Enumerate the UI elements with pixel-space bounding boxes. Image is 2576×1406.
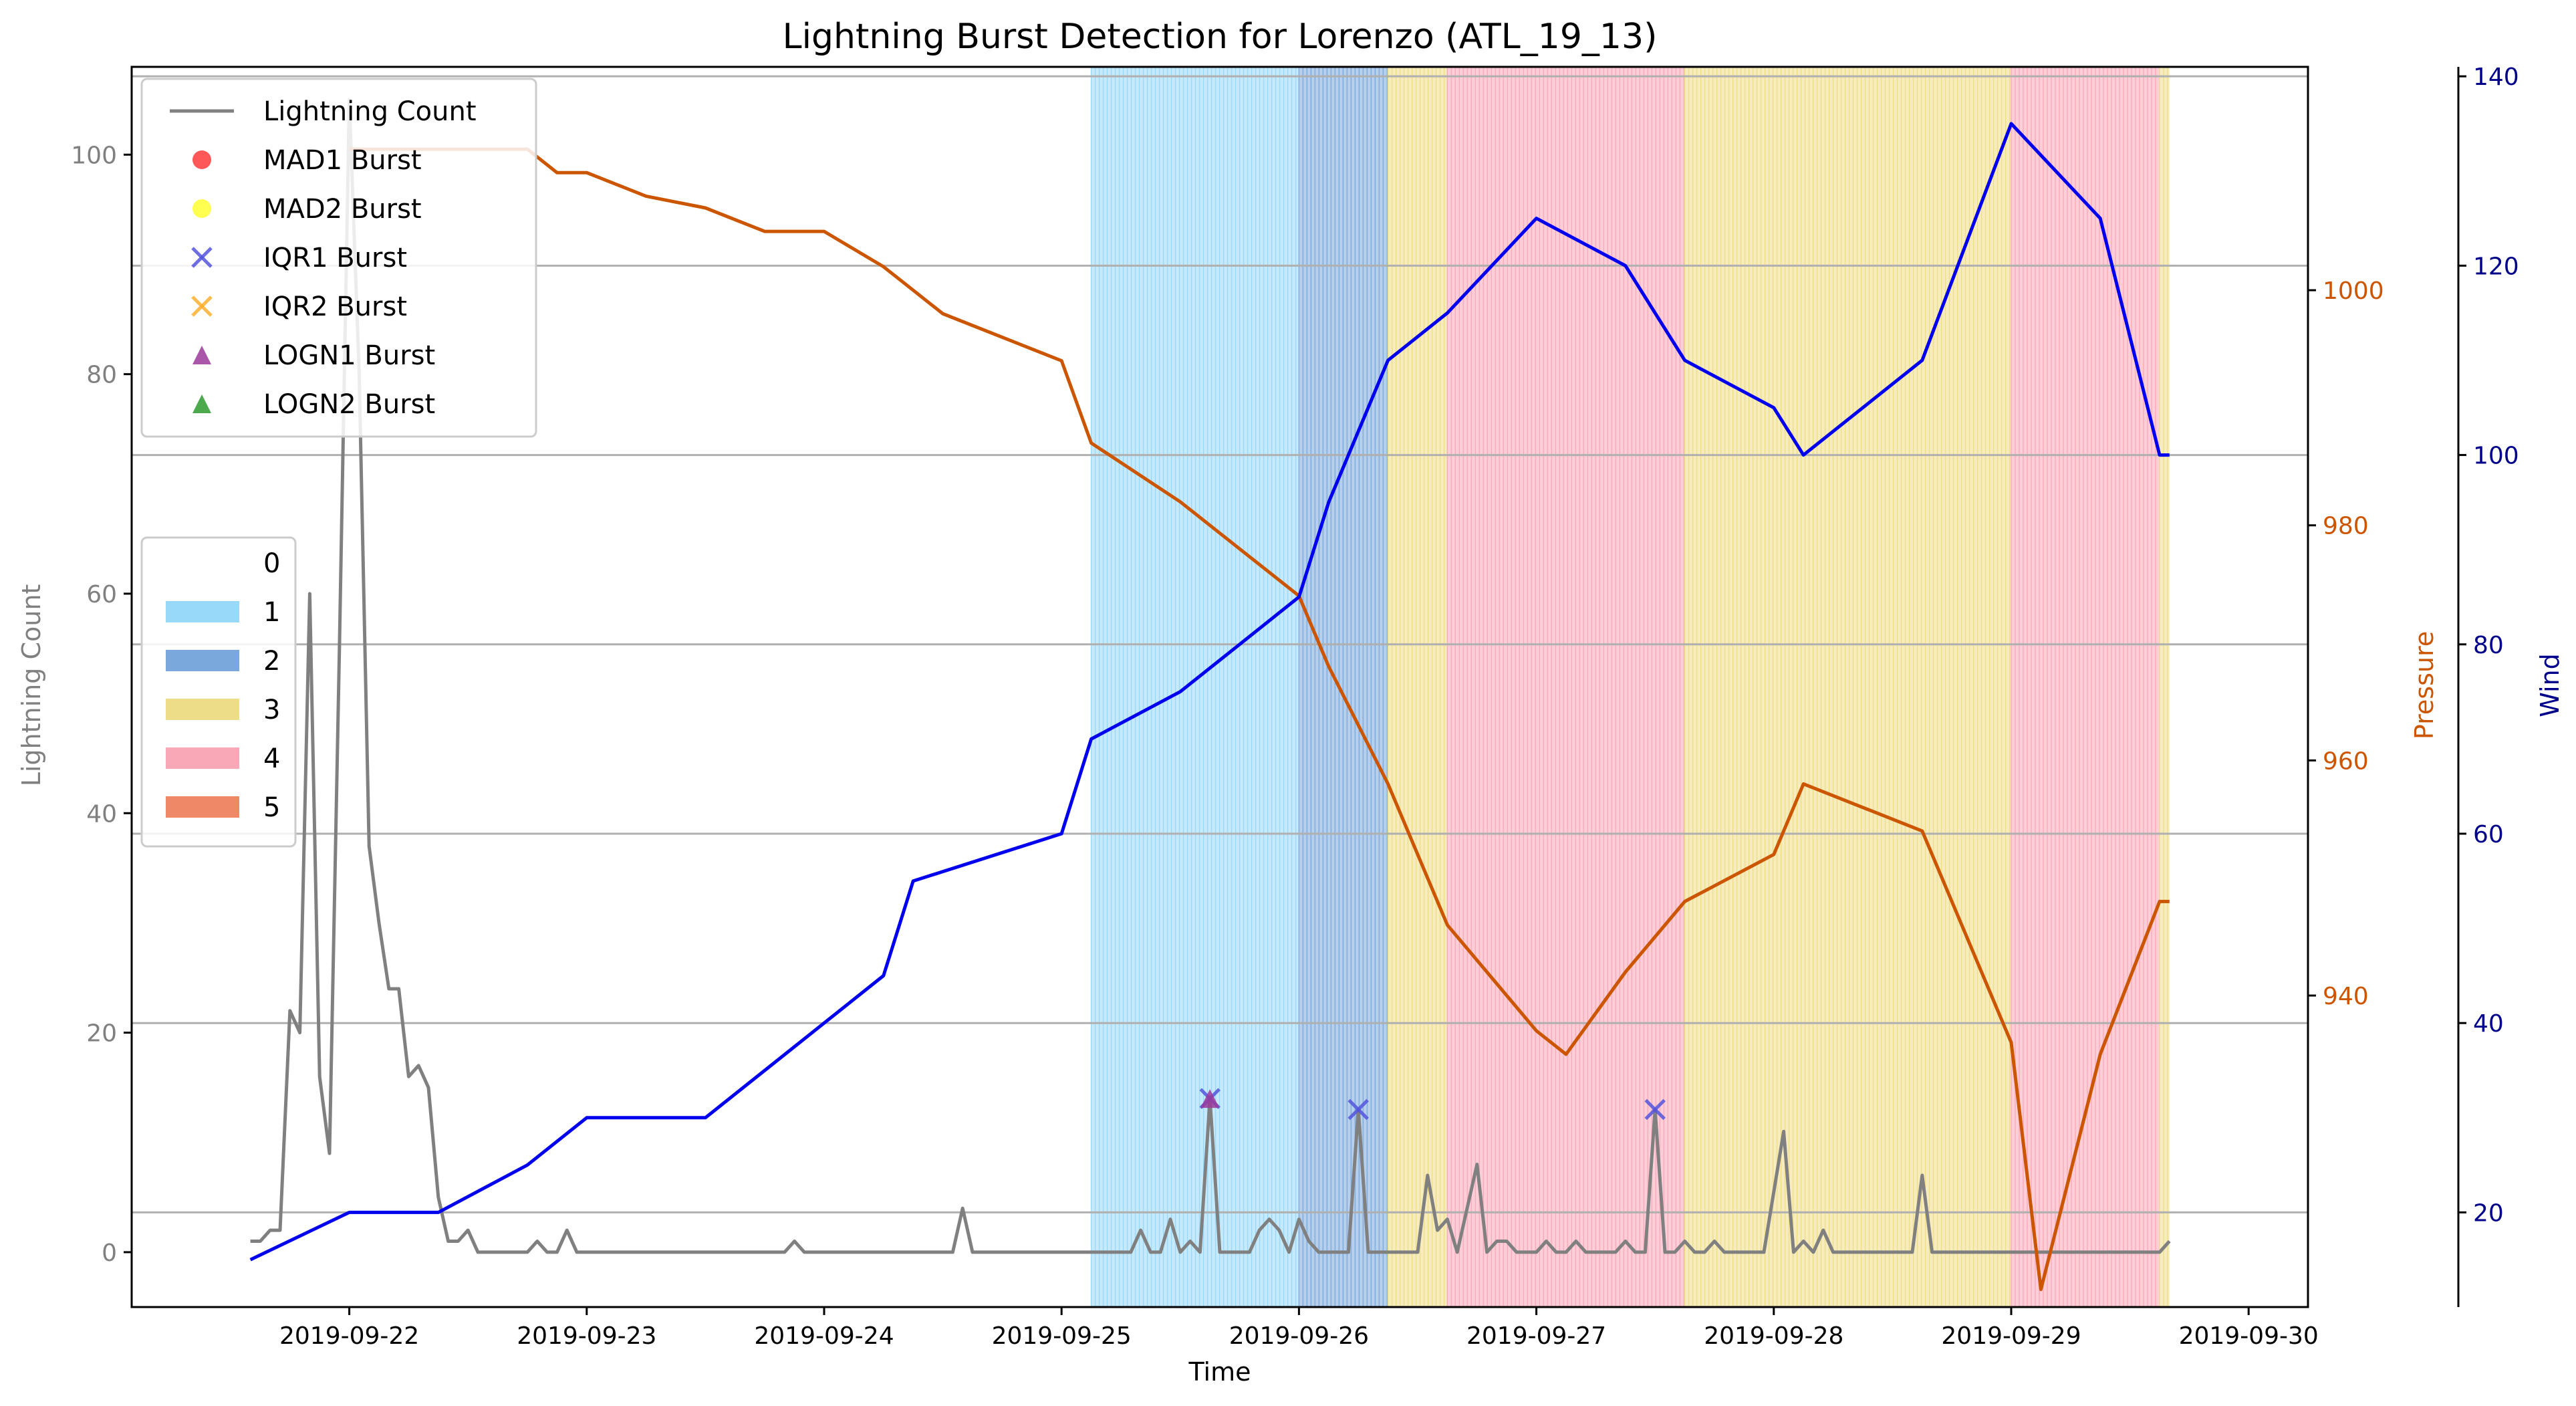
legend-entry: 5 <box>166 792 280 823</box>
legend-swatch <box>166 747 239 769</box>
left-tick-label: 60 <box>86 581 117 608</box>
legend-swatch <box>192 394 211 413</box>
legend-frame <box>140 78 537 438</box>
legend-bursts: Lightning Count MAD1 Burst MAD2 Burst IQR1 … <box>140 78 537 438</box>
x-tick-label: 2019-09-22 <box>279 1322 419 1350</box>
series-lines <box>249 98 2171 1292</box>
legend-entry: MAD1 Burst <box>192 145 422 176</box>
burst-marker-logn1-burst <box>1200 1089 1220 1108</box>
legend-label: 4 <box>263 743 280 774</box>
legend-entry: IQR1 Burst <box>191 243 407 273</box>
wind-tick-label: 40 <box>2473 1010 2504 1038</box>
legend-swatch <box>166 650 239 671</box>
series-line-wind <box>249 122 2170 1262</box>
category-bands <box>1090 67 2170 1307</box>
legend-entry: 1 <box>166 597 280 628</box>
legend-swatch <box>191 296 213 317</box>
plot-frame <box>130 66 2309 1308</box>
legend-entry: 4 <box>166 743 280 774</box>
legend-categories: 0 1 2 3 4 5 <box>140 536 297 848</box>
category-band-fill <box>1684 67 2011 1307</box>
wind-tick-label: 120 <box>2473 253 2519 280</box>
x-tick-label: 2019-09-27 <box>1466 1322 1606 1350</box>
x-tick-label: 2019-09-25 <box>992 1322 1132 1350</box>
legend-label: 5 <box>263 792 280 823</box>
legend-entry: 2 <box>166 646 280 677</box>
burst-marker-iqr1-burst <box>1644 1098 1666 1121</box>
x-tick-label: 2019-09-26 <box>1229 1322 1369 1350</box>
x-tick-label: 2019-09-28 <box>1704 1322 1843 1350</box>
wind-tick-label: 140 <box>2473 64 2519 91</box>
x-tick-label: 2019-09-30 <box>2179 1322 2319 1350</box>
legend-swatch <box>166 796 239 818</box>
legend-swatch <box>166 699 239 720</box>
category-band-fill <box>2160 67 2170 1307</box>
left-tick-label: 20 <box>86 1020 117 1048</box>
x-axis-label: Time <box>1188 1357 1251 1387</box>
legend-label: IQR1 Burst <box>263 243 407 273</box>
legend-entry: IQR2 Burst <box>191 291 407 322</box>
legend-swatch <box>192 150 211 169</box>
legend-label: LOGN1 Burst <box>263 340 435 371</box>
legend-entry: 0 <box>263 548 280 579</box>
left-tick-label: 40 <box>86 800 117 828</box>
legend-label: MAD2 Burst <box>263 194 422 225</box>
legend-swatch <box>192 199 211 218</box>
category-band-4 <box>1446 67 1685 1307</box>
legend-swatch <box>191 247 213 268</box>
legend-entry: 3 <box>166 695 280 725</box>
wind-tick-label: 80 <box>2473 632 2504 659</box>
wind-tick-label: 60 <box>2473 821 2504 848</box>
category-band-fill <box>1447 67 1685 1307</box>
category-band-3 <box>1387 67 1448 1307</box>
x-tick-label: 2019-09-29 <box>1941 1322 2081 1350</box>
legend-swatch <box>192 346 211 364</box>
legend-entry: LOGN2 Burst <box>192 389 435 420</box>
category-band-3 <box>1684 67 2011 1307</box>
x-tick-label: 2019-09-24 <box>754 1322 894 1350</box>
category-band-fill <box>1388 67 1448 1307</box>
category-band-2 <box>1298 67 1388 1307</box>
legend-entry: MAD2 Burst <box>192 194 422 225</box>
series-line-pressure <box>349 147 2170 1292</box>
pressure-tick-label: 980 <box>2323 513 2369 540</box>
burst-markers <box>1199 1088 1666 1121</box>
legend-label: LOGN2 Burst <box>263 389 435 420</box>
series-line-lightning-count <box>250 98 2171 1254</box>
axes: 0204060801009409609801000204060801001201… <box>71 64 2519 1350</box>
legend-entry: LOGN1 Burst <box>192 340 435 371</box>
pressure-tick-label: 940 <box>2323 983 2369 1010</box>
pressure-tick-label: 960 <box>2323 747 2369 775</box>
legend-swatch <box>166 601 239 622</box>
burst-marker-iqr1-burst <box>1347 1098 1369 1121</box>
wind-tick-label: 100 <box>2473 443 2519 470</box>
category-band-fill <box>2011 67 2160 1307</box>
y-axis-label-pressure: Pressure <box>2410 631 2439 739</box>
y-axis-label-lightning: Lightning Count <box>17 584 46 787</box>
legend-label: MAD1 Burst <box>263 145 422 176</box>
y-axis-label-wind: Wind <box>2535 653 2565 717</box>
left-tick-label: 0 <box>102 1240 117 1267</box>
left-tick-label: 100 <box>71 142 117 169</box>
legend-label: 0 <box>263 548 280 579</box>
x-tick-label: 2019-09-23 <box>517 1322 656 1350</box>
category-band-1 <box>1090 67 1299 1307</box>
legend-label: 3 <box>263 695 280 725</box>
pressure-tick-label: 1000 <box>2323 277 2384 305</box>
legend-label: 1 <box>263 597 280 628</box>
category-band-4 <box>2011 67 2160 1307</box>
left-tick-label: 80 <box>86 362 117 389</box>
chart-title: Lightning Burst Detection for Lorenzo (A… <box>783 17 1658 57</box>
category-band-3 <box>2159 67 2170 1307</box>
legend-label: Lightning Count <box>263 96 477 127</box>
wind-tick-label: 20 <box>2473 1199 2504 1227</box>
legend-entry: Lightning Count <box>170 96 477 127</box>
legend-label: 2 <box>263 646 280 677</box>
legend-label: IQR2 Burst <box>263 291 407 322</box>
